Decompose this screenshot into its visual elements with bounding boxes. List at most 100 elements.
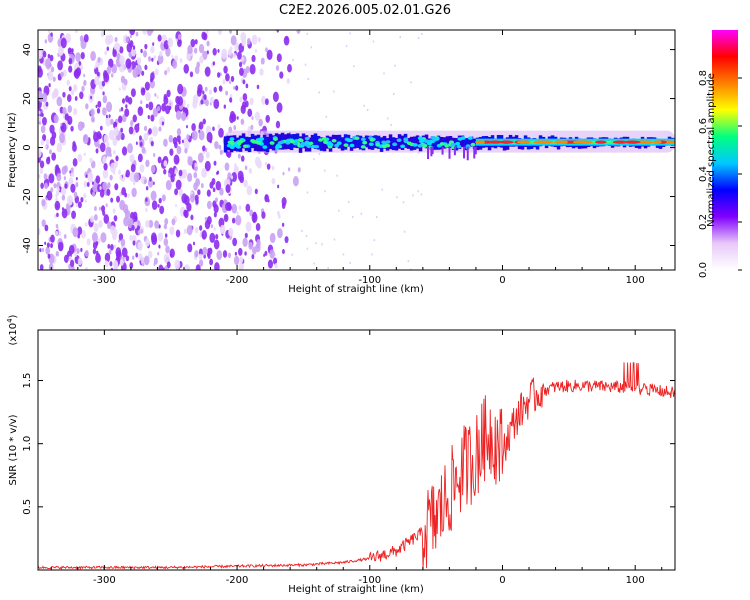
spectrogram-noise-blob [62, 106, 67, 115]
spectrogram-noise-blob [242, 79, 246, 85]
spectrogram-noise-blob [49, 136, 56, 146]
spectrogram-noise-blob [266, 163, 271, 170]
spectrogram-sparse-dot [292, 58, 294, 61]
spectrogram-noise-blob [194, 39, 198, 45]
spectrogram-noise-blob [186, 125, 188, 129]
spectrogram-noise-blob [75, 182, 79, 188]
spectrogram-noise-blob [195, 252, 199, 257]
spectrogram-noise-blob [105, 203, 108, 207]
spectrogram-sparse-dot [291, 253, 293, 256]
spectrogram-noise-blob [236, 211, 239, 215]
spectrogram-noise-blob [148, 128, 152, 135]
spectrogram-noise-blob [245, 83, 249, 89]
spectrogram-noise-blob [202, 90, 205, 95]
spectrogram-noise-blob [127, 143, 133, 154]
spectrogram-noise-blob [132, 255, 135, 260]
spectrogram-noise-blob [75, 176, 78, 181]
spectrogram-noise-blob [132, 67, 139, 78]
spectrogram-noise-blob [109, 174, 113, 181]
signal-blob [385, 143, 391, 148]
spectrogram-noise-blob [103, 72, 110, 83]
signal-blob [360, 137, 366, 142]
spectrogram-noise-blob [251, 254, 255, 260]
signal-blob [304, 140, 310, 145]
spectrogram-noise-blob [120, 107, 124, 112]
spectrogram-noise-blob [285, 36, 288, 41]
spectrogram-noise-blob [157, 106, 161, 112]
spectrogram-noise-blob [85, 174, 88, 178]
signal-blob [343, 143, 349, 147]
spectrogram-noise-blob [93, 131, 99, 143]
spectrogram-noise-blob [63, 176, 67, 181]
spectrogram-noise-blob [94, 206, 97, 212]
signal-band-segment [355, 135, 360, 149]
spectrogram-noise-blob [142, 30, 148, 35]
spectrogram-noise-blob [58, 45, 64, 56]
signal-blob [233, 143, 239, 148]
spectrogram-noise-blob [183, 228, 188, 235]
spectrogram-noise-blob [55, 223, 59, 229]
spectrogram-noise-blob [202, 32, 208, 41]
spectrogram-noise-blob [229, 97, 233, 103]
spectrogram-noise-blob [264, 98, 269, 106]
spectrogram-sparse-dot [394, 64, 396, 67]
spectrogram-noise-blob [168, 135, 173, 143]
spectrogram-noise-blob [57, 60, 63, 71]
spectrogram-noise-blob [118, 87, 121, 91]
spectrogram-noise-blob [150, 232, 157, 243]
spectrogram-noise-blob [64, 183, 68, 189]
spectrogram-noise-blob [214, 262, 220, 270]
spectrogram-sparse-dot [353, 65, 355, 68]
spectrogram-noise-blob [247, 108, 253, 118]
spectrogram-noise-blob [209, 258, 214, 266]
spectrogram-noise-blob [152, 107, 159, 118]
spectrogram-noise-blob [116, 195, 120, 203]
spectrogram-noise-blob [243, 179, 248, 188]
snr-y-ticks: 0.5 1.0 1.5 [22, 373, 675, 515]
strong-signal-peak [624, 140, 641, 144]
spectrogram-noise-blob [163, 238, 169, 247]
spectrogram-noise-blob [83, 152, 86, 157]
spectrogram-noise-blob [212, 61, 216, 66]
spectrogram-noise-blob [84, 222, 88, 227]
spectrogram-noise-blob [38, 48, 43, 60]
spectrogram-sparse-dot [402, 201, 405, 204]
spectrogram-noise-blob [227, 252, 232, 259]
spectrogram-noise-blob [83, 73, 86, 78]
spectrogram-noise-blob [99, 185, 102, 191]
spectrogram-noise-blob [272, 257, 278, 265]
spectrogram-noise-blob [217, 48, 220, 53]
spectrogram-noise-blob [157, 156, 162, 164]
signal-blob [294, 139, 300, 143]
spectrogram-noise-blob [217, 72, 221, 78]
spectrogram-noise-blob [95, 240, 99, 246]
spectrogram-noise-blob [112, 137, 118, 147]
spectrogram-noise-blob [238, 261, 244, 270]
strong-signal-peak [665, 140, 675, 144]
spectrogram-noise-blob [175, 203, 178, 208]
spectrogram-noise-blob [93, 214, 98, 221]
spectrogram-noise-blob [164, 70, 168, 76]
spectrogram-noise-blob [127, 97, 133, 105]
x-tick-label: -300 [93, 575, 116, 586]
x-tick-label: -200 [226, 575, 249, 586]
spectrogram-noise-blob [186, 134, 190, 140]
spectrogram-sparse-dot [318, 152, 321, 155]
spectrogram-noise-blob [129, 154, 135, 163]
spectrogram-noise-blob [40, 182, 44, 189]
spectrogram-noise-blob [61, 208, 68, 219]
signal-band-segment [460, 135, 465, 148]
spectrogram-sparse-dot [333, 90, 335, 93]
spectrogram-noise-blob [140, 100, 143, 105]
spectrogram-noise-blob [105, 116, 112, 127]
spectrogram-noise-blob [212, 200, 217, 208]
spectrogram-noise-blob [41, 199, 46, 207]
spectrogram-noise-blob [148, 101, 154, 111]
spectrogram-noise-blob [166, 261, 171, 269]
signal-blob [368, 142, 374, 147]
spectrogram-noise-blob [125, 255, 130, 262]
spectrogram-noise-blob [128, 220, 131, 225]
signal-band-segment [445, 136, 450, 149]
spectrogram-noise-blob [276, 30, 279, 33]
spectrogram-noise-blob [132, 114, 137, 123]
